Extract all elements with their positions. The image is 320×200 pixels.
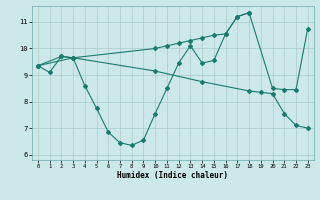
X-axis label: Humidex (Indice chaleur): Humidex (Indice chaleur) [117,171,228,180]
